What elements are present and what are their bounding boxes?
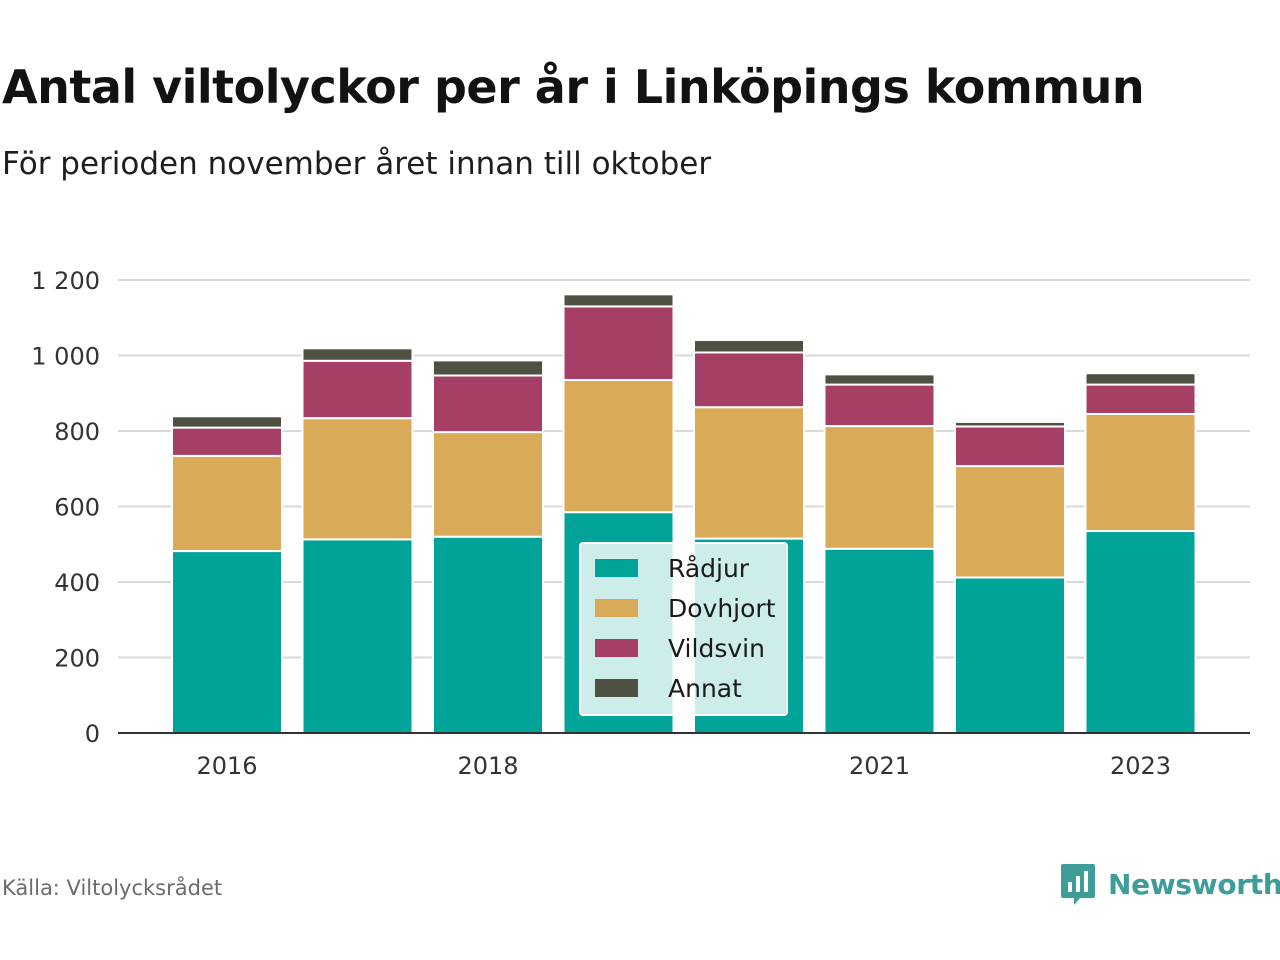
- y-tick-label: 800: [54, 418, 100, 446]
- legend-label-vildsvin: Vildsvin: [668, 634, 765, 663]
- bar-segment-annat: [171, 415, 283, 429]
- y-tick-label: 1 000: [31, 343, 100, 371]
- bar-segment-rådjur: [432, 535, 544, 735]
- bar-segment-vildsvin: [432, 374, 544, 434]
- legend-swatch-rådjur: [595, 559, 638, 577]
- bar-segment-vildsvin: [693, 351, 805, 409]
- bar-segment-vildsvin: [1084, 383, 1197, 416]
- bar-segment-annat: [693, 339, 805, 354]
- bar-segment-vildsvin: [562, 305, 675, 382]
- bar-segment-rådjur: [954, 576, 1066, 734]
- x-tick-label: 2018: [457, 752, 518, 780]
- bar-segment-rådjur: [301, 538, 414, 735]
- bar-segment-annat: [301, 347, 414, 362]
- bar-segment-rådjur: [1084, 530, 1197, 734]
- bar-segment-dovhjort: [432, 431, 544, 538]
- legend-swatch-dovhjort: [595, 599, 638, 617]
- chart-title: Antal viltolyckor per år i Linköpings ko…: [2, 60, 1145, 114]
- bar-segment-dovhjort: [954, 465, 1066, 579]
- y-tick-label: 200: [54, 645, 100, 673]
- bar-segment-annat: [1084, 372, 1197, 386]
- bar-segment-dovhjort: [171, 454, 283, 553]
- legend-label-rådjur: Rådjur: [668, 554, 750, 583]
- bar-segment-annat: [562, 293, 675, 308]
- y-tick-label: 1 200: [31, 267, 100, 295]
- y-tick-label: 0: [85, 720, 100, 748]
- bar-segment-rådjur: [171, 550, 283, 734]
- x-tick-label: 2016: [196, 752, 257, 780]
- x-tick-label: 2023: [1110, 752, 1171, 780]
- source-note: Källa: Viltolycksrådet: [2, 876, 223, 900]
- bar-segment-dovhjort: [1084, 413, 1197, 533]
- bar-segment-annat: [432, 359, 544, 377]
- bar-segment-annat: [954, 420, 1066, 428]
- bar-segment-annat: [823, 373, 936, 386]
- brand-name: Newsworthy: [1108, 867, 1280, 901]
- bar-segment-dovhjort: [301, 417, 414, 541]
- x-tick-label: 2021: [849, 752, 910, 780]
- legend-label-dovhjort: Dovhjort: [668, 594, 776, 623]
- bar-segment-vildsvin: [301, 359, 414, 420]
- bar-segment-dovhjort: [693, 406, 805, 540]
- legend-swatch-annat: [595, 679, 638, 697]
- y-tick-label: 600: [54, 494, 100, 522]
- newsworthy-logo-icon: [1061, 864, 1095, 905]
- legend-swatch-vildsvin: [595, 639, 638, 657]
- stacked-bar-chart: 0 200 400 600 800 1 000 1 200 2016 2018 2021 2023 R…: [31, 267, 1250, 780]
- bar-segment-vildsvin: [954, 425, 1066, 468]
- legend-box: [579, 542, 788, 716]
- bar-segment-vildsvin: [171, 426, 283, 457]
- legend-label-annat: Annat: [668, 674, 742, 703]
- bar-segment-dovhjort: [562, 379, 675, 514]
- bar-segment-rådjur: [823, 547, 936, 735]
- chart-subtitle: För perioden november året innan till ok…: [2, 146, 712, 182]
- brand-logo: Newsworthy: [1060, 862, 1280, 906]
- bar-segment-dovhjort: [823, 425, 936, 550]
- y-tick-label: 400: [54, 569, 100, 597]
- bar-segment-vildsvin: [823, 383, 936, 428]
